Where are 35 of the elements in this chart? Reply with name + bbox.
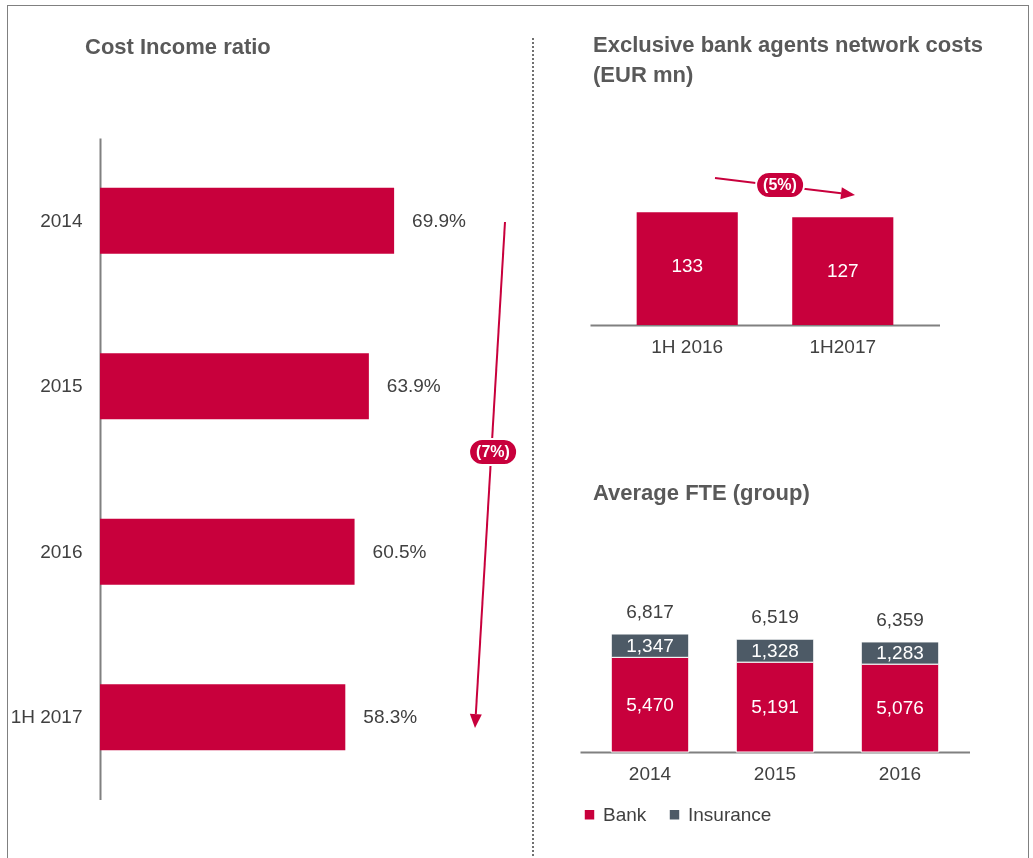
data-label: 58.3%	[363, 706, 418, 728]
data-label: 69.9%	[412, 209, 467, 231]
data-label: 1,328	[751, 639, 799, 661]
data-label: 5,470	[626, 693, 674, 715]
y-tick-label: 2015	[40, 375, 83, 397]
data-label: 1,347	[626, 634, 674, 656]
y-tick-label: 2014	[40, 209, 83, 231]
legend-label: Bank	[603, 803, 647, 825]
bar	[100, 684, 346, 751]
data-label: 1,283	[876, 642, 924, 664]
data-label: 63.9%	[386, 375, 441, 397]
data-label: 5,076	[876, 697, 924, 719]
x-tick-label: 1H 2016	[651, 335, 724, 357]
data-label: 133	[671, 255, 704, 277]
y-tick-label: 2016	[40, 540, 83, 562]
text: (5%)	[755, 171, 805, 199]
data-label: 60.5%	[372, 540, 427, 562]
bar	[100, 187, 395, 254]
total-label: 6,817	[626, 601, 674, 622]
y-tick-label: 1H 2017	[10, 706, 83, 728]
chart-title: Average FTE (group)	[593, 479, 811, 507]
x-tick-label: 1H2017	[809, 335, 877, 357]
chart-title: Cost Income ratio	[85, 33, 272, 61]
x-tick-label: 2014	[628, 762, 672, 784]
bar	[100, 353, 369, 420]
x-tick-label: 2016	[878, 762, 922, 784]
data-label: 127	[826, 260, 859, 282]
data-label: 5,191	[751, 696, 799, 718]
total-label: 6,359	[876, 608, 924, 630]
total-label: 6,519	[751, 606, 799, 628]
text: (7%)	[468, 438, 518, 466]
bar	[100, 518, 355, 585]
legend-label: Insurance	[688, 803, 772, 825]
x-tick-label: 2015	[753, 762, 797, 784]
chart-title: Exclusive bank agents network costs (EUR mn)	[593, 31, 985, 89]
